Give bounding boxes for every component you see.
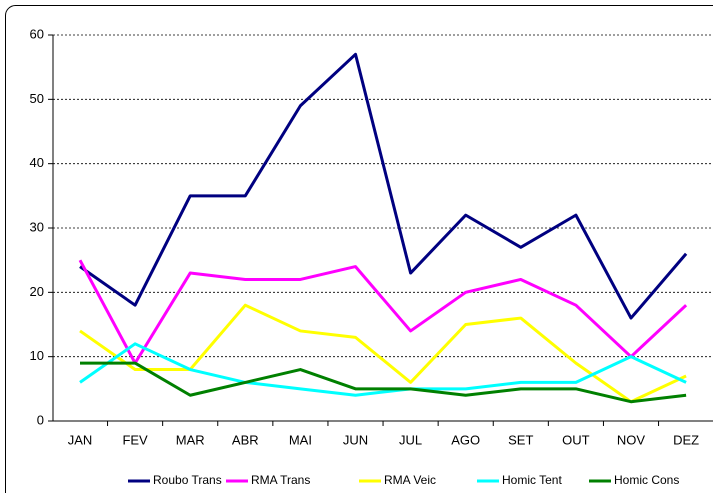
- series-line: [79, 52, 688, 320]
- series-line: [78, 259, 688, 365]
- x-tick-label: FEV: [122, 432, 148, 447]
- x-tick-label: DEZ: [673, 432, 699, 447]
- x-tick-label: JUN: [343, 432, 368, 447]
- x-tick-label: MAI: [289, 432, 312, 447]
- x-tick-label: ABR: [232, 432, 259, 447]
- x-tick-label: SET: [508, 432, 533, 447]
- chart-border: [5, 5, 713, 493]
- x-tick-label: OUT: [562, 432, 590, 447]
- y-tick-label: 50: [30, 91, 44, 106]
- series-line: [79, 342, 687, 397]
- x-tick-label: JAN: [68, 432, 93, 447]
- legend-label: RMA Veic: [384, 473, 436, 487]
- y-tick-label: 40: [30, 155, 44, 170]
- x-tick-label: MAR: [176, 432, 205, 447]
- legend-label: RMA Trans: [251, 473, 310, 487]
- series-line: [79, 303, 687, 404]
- y-tick-label: 30: [30, 219, 44, 234]
- legend-label: Homic Cons: [614, 473, 679, 487]
- legend-label: Roubo Trans: [153, 473, 222, 487]
- x-tick-label: NOV: [617, 432, 646, 447]
- series-line: [80, 361, 687, 404]
- legend-label: Homic Tent: [502, 473, 562, 487]
- y-tick-label: 10: [30, 348, 44, 363]
- y-tick-label: 20: [30, 284, 44, 299]
- y-tick-label: 60: [30, 26, 44, 41]
- x-tick-label: AGO: [451, 432, 480, 447]
- x-tick-label: JUL: [399, 432, 422, 447]
- y-tick-label: 0: [37, 412, 44, 427]
